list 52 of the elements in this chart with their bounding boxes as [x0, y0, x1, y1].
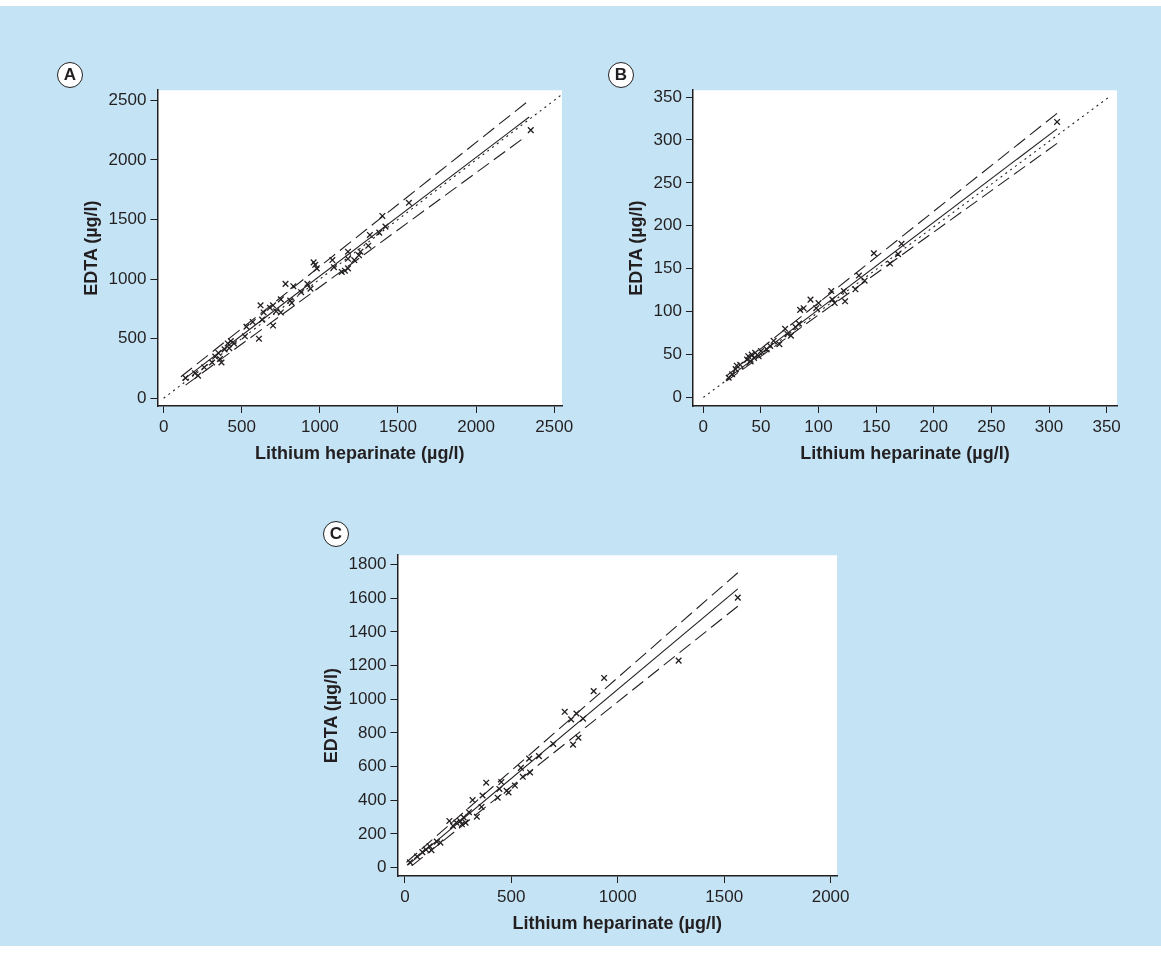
y-axis-title: EDTA (µg/l)	[625, 200, 646, 296]
x-tick-label: 500	[227, 416, 256, 436]
y-tick-label: 1500	[108, 209, 147, 229]
x-tick-label: 2500	[535, 416, 574, 436]
x-tick-label: 100	[804, 416, 833, 436]
y-tick-label: 250	[653, 172, 682, 192]
y-axis-title: EDTA (µg/l)	[320, 667, 341, 764]
x-tick-label: 50	[751, 416, 771, 436]
x-axis-title: Lithium heparinate (µg/l)	[512, 913, 722, 934]
y-tick-label: 1200	[348, 655, 387, 675]
x-tick-label: 250	[977, 416, 1006, 436]
y-tick-label: 800	[358, 722, 387, 742]
y-tick-label: 2500	[108, 90, 147, 110]
y-tick-label: 0	[136, 387, 147, 407]
y-tick-label: 600	[358, 756, 387, 776]
y-tick-label: 150	[653, 258, 682, 278]
y-tick-label: 50	[663, 344, 682, 364]
y-tick-label: 0	[672, 387, 682, 407]
y-tick-label: 500	[118, 328, 147, 348]
x-tick-label: 1500	[379, 416, 417, 436]
x-tick-label: 0	[158, 416, 169, 436]
y-tick-label: 1000	[348, 688, 387, 708]
y-tick-label: 1800	[348, 554, 387, 574]
y-tick-label: 2000	[108, 149, 147, 169]
x-tick-label: 300	[1034, 416, 1064, 436]
y-tick-label: 350	[653, 86, 682, 106]
y-axis-title: EDTA (µg/l)	[80, 200, 101, 296]
x-tick-label: 1500	[705, 886, 744, 906]
y-tick-label: 1600	[348, 587, 387, 607]
x-tick-label: 0	[698, 416, 709, 436]
x-axis-title: Lithium heparinate (µg/l)	[800, 443, 1010, 464]
x-tick-label: 0	[400, 886, 410, 906]
chart-title: A	[57, 62, 83, 88]
x-tick-label: 2000	[457, 416, 495, 436]
x-tick-label: 200	[919, 416, 948, 436]
y-tick-label: 1400	[348, 621, 387, 641]
y-tick-label: 400	[358, 789, 387, 809]
x-tick-label: 2000	[811, 886, 850, 906]
chart-title: C	[323, 521, 349, 547]
y-tick-label: 200	[653, 215, 682, 235]
y-tick-label: 200	[358, 823, 387, 843]
x-axis-title: Lithium heparinate (µg/l)	[255, 443, 465, 464]
y-tick-label: 100	[653, 301, 682, 321]
x-tick-label: 350	[1092, 416, 1121, 436]
x-tick-label: 500	[497, 886, 526, 906]
y-tick-label: 300	[653, 129, 682, 149]
x-tick-label: 150	[861, 416, 891, 436]
x-tick-label: 1000	[598, 886, 637, 906]
y-tick-label: 1000	[108, 268, 147, 288]
x-tick-label: 1000	[300, 416, 339, 436]
chart-title: B	[608, 62, 634, 88]
y-tick-label: 0	[376, 857, 387, 877]
